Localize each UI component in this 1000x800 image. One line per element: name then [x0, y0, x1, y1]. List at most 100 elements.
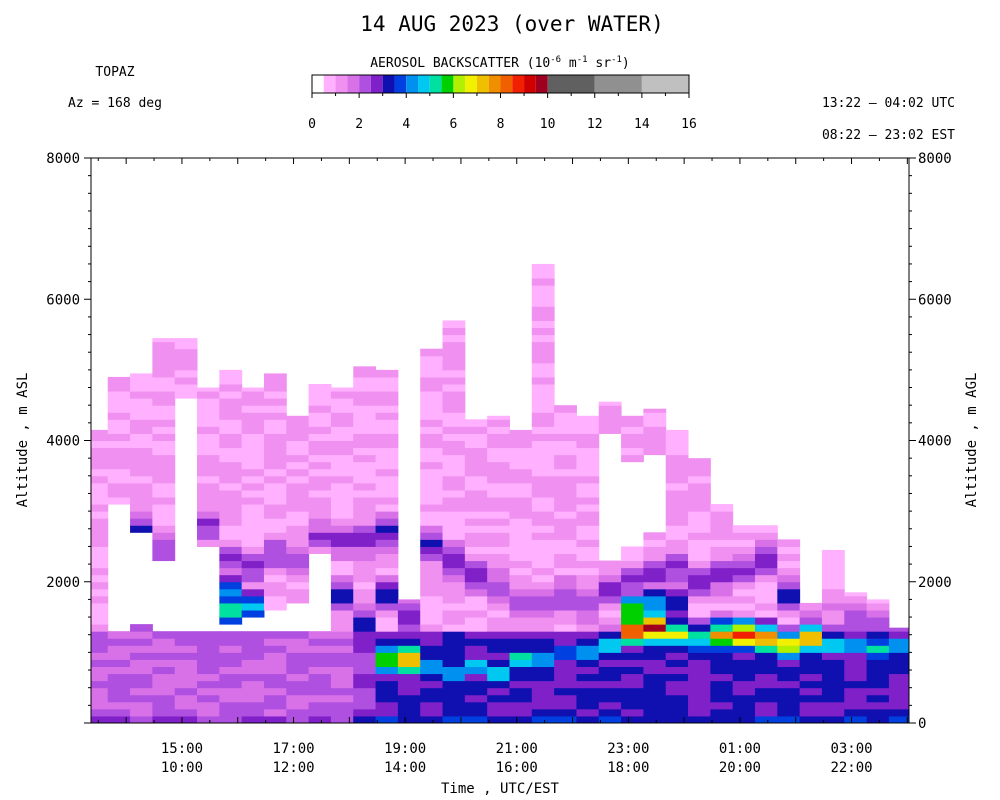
- heatmap-cell: [710, 715, 734, 724]
- heatmap-cell: [755, 708, 778, 717]
- heatmap-cell: [888, 694, 910, 703]
- heatmap-cell: [330, 652, 354, 660]
- heatmap-cell: [866, 602, 890, 611]
- heatmap-cell: [487, 440, 510, 449]
- heatmap-cell: [330, 525, 354, 533]
- heatmap-cell: [353, 518, 377, 526]
- heatmap-cell: [219, 560, 243, 569]
- heatmap-cell: [509, 610, 533, 618]
- heatmap-cell: [152, 376, 176, 385]
- heatmap-cell: [643, 624, 667, 632]
- heatmap-cell: [91, 595, 109, 604]
- heatmap-cell: [330, 610, 354, 618]
- heatmap-cell: [286, 715, 310, 724]
- heatmap-cell: [487, 511, 510, 519]
- heatmap-cell: [509, 567, 533, 576]
- heatmap-cell: [263, 440, 287, 449]
- heatmap-cell: [397, 652, 421, 660]
- heatmap-cell: [174, 645, 198, 653]
- heatmap-cell: [442, 334, 466, 343]
- heatmap-cell: [330, 391, 354, 399]
- heatmap-cell: [197, 673, 220, 682]
- heatmap-cell: [487, 454, 510, 463]
- heatmap-cell: [91, 581, 109, 590]
- heatmap-cell: [308, 461, 332, 470]
- heatmap-cell: [509, 588, 533, 597]
- heatmap-cell: [397, 617, 421, 625]
- heatmap-cell: [665, 631, 689, 639]
- heatmap-cell: [241, 652, 265, 660]
- heatmap-cell: [219, 666, 243, 675]
- heatmap-cell: [554, 595, 577, 604]
- heatmap-cell: [420, 447, 444, 456]
- heatmap-cell: [576, 631, 600, 639]
- heatmap-cell: [130, 405, 153, 413]
- heatmap-cell: [688, 617, 711, 625]
- heatmap-cell: [375, 588, 399, 597]
- heatmap-cell: [509, 617, 533, 625]
- heatmap-cell: [152, 497, 176, 505]
- heatmap-cell: [286, 581, 310, 590]
- heatmap-cell: [442, 715, 466, 724]
- heatmap-cell: [464, 454, 488, 463]
- heatmap-cell: [330, 595, 354, 604]
- heatmap-cell: [286, 638, 310, 646]
- heatmap-cell: [777, 708, 801, 717]
- heatmap-cell: [219, 468, 243, 477]
- colorbar-swatch: [453, 75, 466, 93]
- heatmap-cell: [219, 489, 243, 498]
- heatmap-cell: [152, 338, 176, 343]
- heatmap-cell: [420, 638, 444, 646]
- heatmap-cell: [598, 701, 622, 710]
- heatmap-cell: [330, 504, 354, 512]
- heatmap-cell: [598, 708, 622, 717]
- heatmap-cell: [554, 666, 577, 675]
- heatmap-cell: [531, 320, 555, 328]
- heatmap-cell: [107, 701, 131, 710]
- y-left-tick-label: 2000: [46, 575, 80, 591]
- heatmap-cell: [241, 560, 265, 569]
- heatmap-cell: [263, 652, 287, 660]
- heatmap-cell: [330, 694, 354, 703]
- heatmap-cell: [353, 369, 377, 378]
- heatmap-cell: [397, 624, 421, 632]
- heatmap-cell: [487, 638, 510, 646]
- heatmap-cell: [219, 708, 243, 717]
- heatmap-cell: [353, 447, 377, 456]
- heatmap-cell: [442, 341, 466, 350]
- heatmap-cell: [91, 701, 109, 710]
- heatmap-cell: [241, 567, 265, 576]
- heatmap-cell: [353, 384, 377, 392]
- heatmap-cell: [665, 475, 689, 484]
- heatmap-cell: [219, 701, 243, 710]
- heatmap-cell: [554, 497, 577, 505]
- heatmap-cell: [576, 518, 600, 526]
- heatmap-cell: [777, 687, 801, 696]
- heatmap-cell: [799, 666, 823, 675]
- colorbar-swatch: [323, 75, 336, 93]
- heatmap-cell: [509, 687, 533, 696]
- heatmap-cell: [420, 384, 444, 392]
- heatmap-cell: [107, 475, 131, 484]
- heatmap-cell: [621, 581, 644, 590]
- heatmap-cell: [621, 624, 644, 632]
- heatmap-cell: [152, 715, 176, 724]
- heatmap-cell: [130, 645, 153, 653]
- heatmap-cell: [330, 532, 354, 540]
- heatmap-cell: [799, 694, 823, 703]
- heatmap-cell: [375, 376, 399, 385]
- heatmap-cell: [330, 588, 354, 597]
- heatmap-cell: [152, 687, 176, 696]
- heatmap-cell: [375, 511, 399, 519]
- heatmap-cell: [665, 447, 689, 456]
- heatmap-cell: [621, 673, 644, 682]
- heatmap-cell: [197, 426, 220, 434]
- heatmap-cell: [665, 433, 689, 441]
- heatmap-cell: [219, 595, 243, 604]
- heatmap-cell: [219, 482, 243, 491]
- heatmap-cell: [330, 412, 354, 420]
- heatmap-cell: [531, 475, 555, 484]
- heatmap-cell: [308, 631, 332, 639]
- heatmap-cell: [241, 440, 265, 449]
- heatmap-cell: [330, 405, 354, 413]
